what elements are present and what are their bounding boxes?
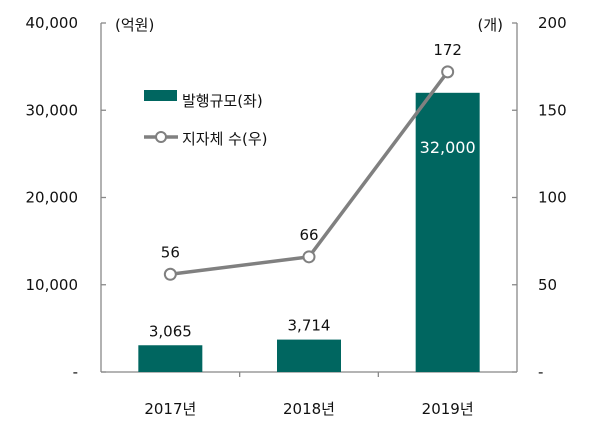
x-tick-label: 2018년 <box>283 400 335 418</box>
line-value-label: 66 <box>299 226 318 244</box>
right-axis-unit: (개) <box>477 16 503 34</box>
right-tick-label: - <box>538 363 543 381</box>
right-tick-label: 100 <box>538 189 567 207</box>
line-point <box>302 250 316 264</box>
right-tick-label: 150 <box>538 101 567 119</box>
legend-bar-label: 발행규모(좌) <box>182 92 263 110</box>
x-tick-label: 2019년 <box>422 400 474 418</box>
left-tick-label: 40,000 <box>26 14 79 32</box>
legend: 발행규모(좌) 지자체 수(우) <box>144 90 267 148</box>
left-tick-label: 20,000 <box>26 189 79 207</box>
x-tick-label: 2017년 <box>144 400 196 418</box>
left-tick-label: 30,000 <box>26 101 79 119</box>
line-value-label: 56 <box>161 243 180 261</box>
bar-value-label: 3,714 <box>288 317 331 335</box>
left-axis-unit: (억원) <box>115 16 154 34</box>
bar-value-label: 3,065 <box>149 322 192 340</box>
bar-2018년 <box>277 339 341 372</box>
line-value-label: 172 <box>433 41 462 59</box>
left-tick-label: - <box>73 363 78 381</box>
bar-value-label: 32,000 <box>420 138 476 157</box>
legend-bar-swatch <box>144 90 177 101</box>
legend-line-label: 지자체 수(우) <box>182 130 267 148</box>
right-tick-label: 200 <box>538 14 567 32</box>
line-point <box>441 65 455 79</box>
bar-2019년 <box>415 92 480 373</box>
right-tick-label: 50 <box>538 276 557 294</box>
left-tick-label: 10,000 <box>26 276 79 294</box>
bar-2017년 <box>138 345 203 372</box>
line-point <box>163 267 177 281</box>
legend-line-marker <box>155 131 167 143</box>
